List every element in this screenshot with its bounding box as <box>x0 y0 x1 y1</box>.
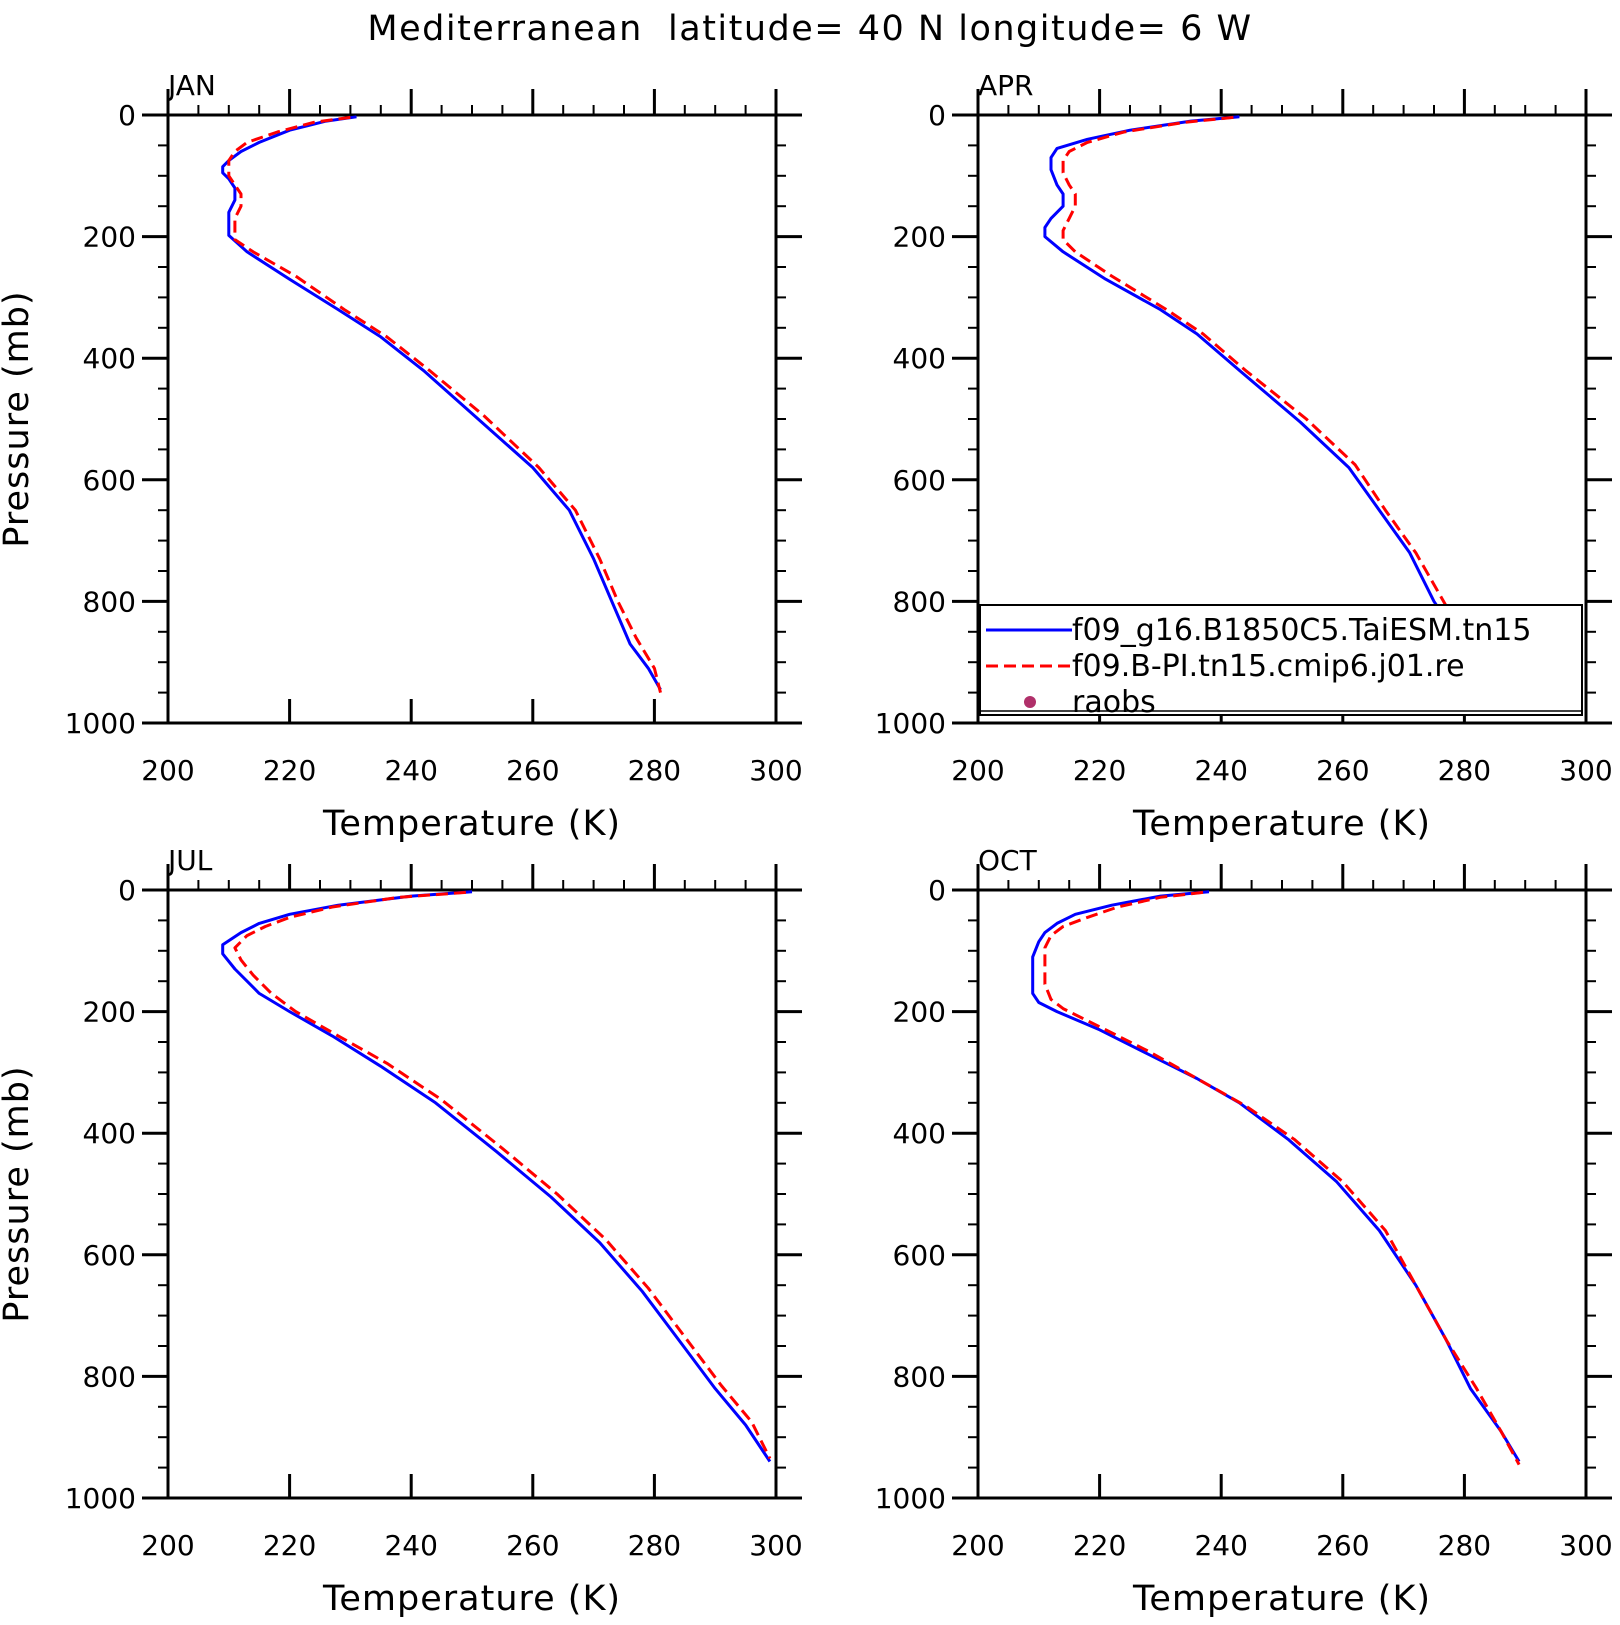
y-tick-label: 800 <box>83 1360 136 1393</box>
x-tick-label: 200 <box>141 1529 194 1562</box>
x-tick-label: 220 <box>263 754 316 787</box>
y-tick-label: 400 <box>893 342 946 375</box>
x-axis-label: Temperature (K) <box>322 804 621 844</box>
legend-entry-label: raobs <box>1072 685 1156 720</box>
y-tick-label: 200 <box>83 221 136 254</box>
y-tick-label: 0 <box>118 874 136 907</box>
panel-label: APR <box>978 69 1034 102</box>
y-tick-label: 0 <box>928 874 946 907</box>
x-tick-label: 280 <box>1438 754 1491 787</box>
series-line-cmip6 <box>227 115 662 693</box>
y-axis-label: Pressure (mb) <box>0 290 37 547</box>
y-tick-label: 600 <box>893 464 946 497</box>
y-tick-label: 1000 <box>875 1482 946 1515</box>
y-tick-label: 800 <box>83 585 136 618</box>
y-tick-label: 1000 <box>875 707 946 740</box>
x-tick-label: 240 <box>1194 1529 1247 1562</box>
figure-title: Mediterranean latitude= 40 N longitude= … <box>367 9 1252 49</box>
series-line-taiesm <box>221 890 772 1463</box>
y-tick-label: 800 <box>893 1360 946 1393</box>
series-line-cmip6 <box>1043 890 1521 1466</box>
y-tick-label: 400 <box>893 1117 946 1150</box>
x-tick-label: 260 <box>1316 754 1369 787</box>
legend-box <box>979 604 1583 716</box>
x-tick-label: 200 <box>951 754 1004 787</box>
x-tick-label: 280 <box>628 754 681 787</box>
y-tick-label: 600 <box>83 1239 136 1272</box>
x-tick-label: 220 <box>1073 1529 1126 1562</box>
series-line-taiesm <box>1031 890 1521 1463</box>
x-tick-label: 300 <box>1559 754 1612 787</box>
plot-frame <box>166 888 778 1500</box>
legend: f09_g16.B1850C5.TaiESM.tn15f09.B-PI.tn15… <box>979 604 1583 720</box>
series-line-taiesm <box>221 115 662 691</box>
plot-frame <box>166 113 778 725</box>
plot-frame <box>976 888 1588 1500</box>
y-tick-label: 600 <box>83 464 136 497</box>
y-tick-label: 200 <box>893 996 946 1029</box>
y-tick-label: 0 <box>928 99 946 132</box>
y-axis-label: Pressure (mb) <box>0 1065 37 1322</box>
series-line-taiesm <box>1043 115 1503 691</box>
panel-label: JAN <box>166 69 216 102</box>
y-tick-label: 1000 <box>65 1482 136 1515</box>
y-tick-label: 0 <box>118 99 136 132</box>
y-tick-label: 400 <box>83 342 136 375</box>
x-tick-label: 300 <box>1559 1529 1612 1562</box>
panel-label: JUL <box>166 844 213 877</box>
x-axis-label: Temperature (K) <box>1132 1579 1431 1619</box>
y-tick-label: 1000 <box>65 707 136 740</box>
x-tick-label: 260 <box>1316 1529 1369 1562</box>
x-tick-label: 280 <box>628 1529 681 1562</box>
x-tick-label: 220 <box>1073 754 1126 787</box>
x-tick-label: 240 <box>384 1529 437 1562</box>
x-tick-label: 240 <box>1194 754 1247 787</box>
panel-label: OCT <box>978 844 1038 877</box>
x-tick-label: 200 <box>951 1529 1004 1562</box>
y-tick-label: 800 <box>893 585 946 618</box>
legend-swatch-dot <box>1024 696 1036 708</box>
y-tick-label: 200 <box>83 996 136 1029</box>
legend-entry-label: f09.B-PI.tn15.cmip6.j01.re <box>1072 649 1465 684</box>
legend-entry-label: f09_g16.B1850C5.TaiESM.tn15 <box>1072 613 1531 648</box>
x-tick-label: 260 <box>506 1529 559 1562</box>
x-tick-label: 220 <box>263 1529 316 1562</box>
series-line-cmip6 <box>233 890 772 1460</box>
x-tick-label: 240 <box>384 754 437 787</box>
y-tick-label: 200 <box>893 221 946 254</box>
series-line-cmip6 <box>1061 115 1509 694</box>
y-tick-label: 600 <box>893 1239 946 1272</box>
x-tick-label: 200 <box>141 754 194 787</box>
x-axis-label: Temperature (K) <box>322 1579 621 1619</box>
x-tick-label: 300 <box>749 1529 802 1562</box>
x-axis-label: Temperature (K) <box>1132 804 1431 844</box>
x-tick-label: 260 <box>506 754 559 787</box>
x-tick-label: 300 <box>749 754 802 787</box>
x-tick-label: 280 <box>1438 1529 1491 1562</box>
y-tick-label: 400 <box>83 1117 136 1150</box>
